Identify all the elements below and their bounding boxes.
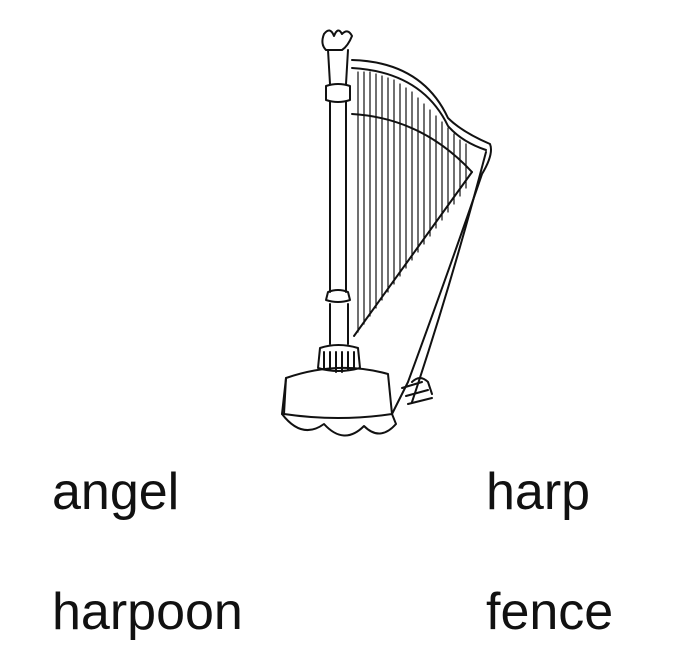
word-option-fence[interactable]: fence — [486, 583, 614, 641]
word-option-angel[interactable]: angel — [52, 463, 180, 521]
word-option-harpoon[interactable]: harpoon — [52, 583, 243, 641]
word-option-harp[interactable]: harp — [486, 463, 591, 521]
harp-icon — [272, 22, 504, 446]
